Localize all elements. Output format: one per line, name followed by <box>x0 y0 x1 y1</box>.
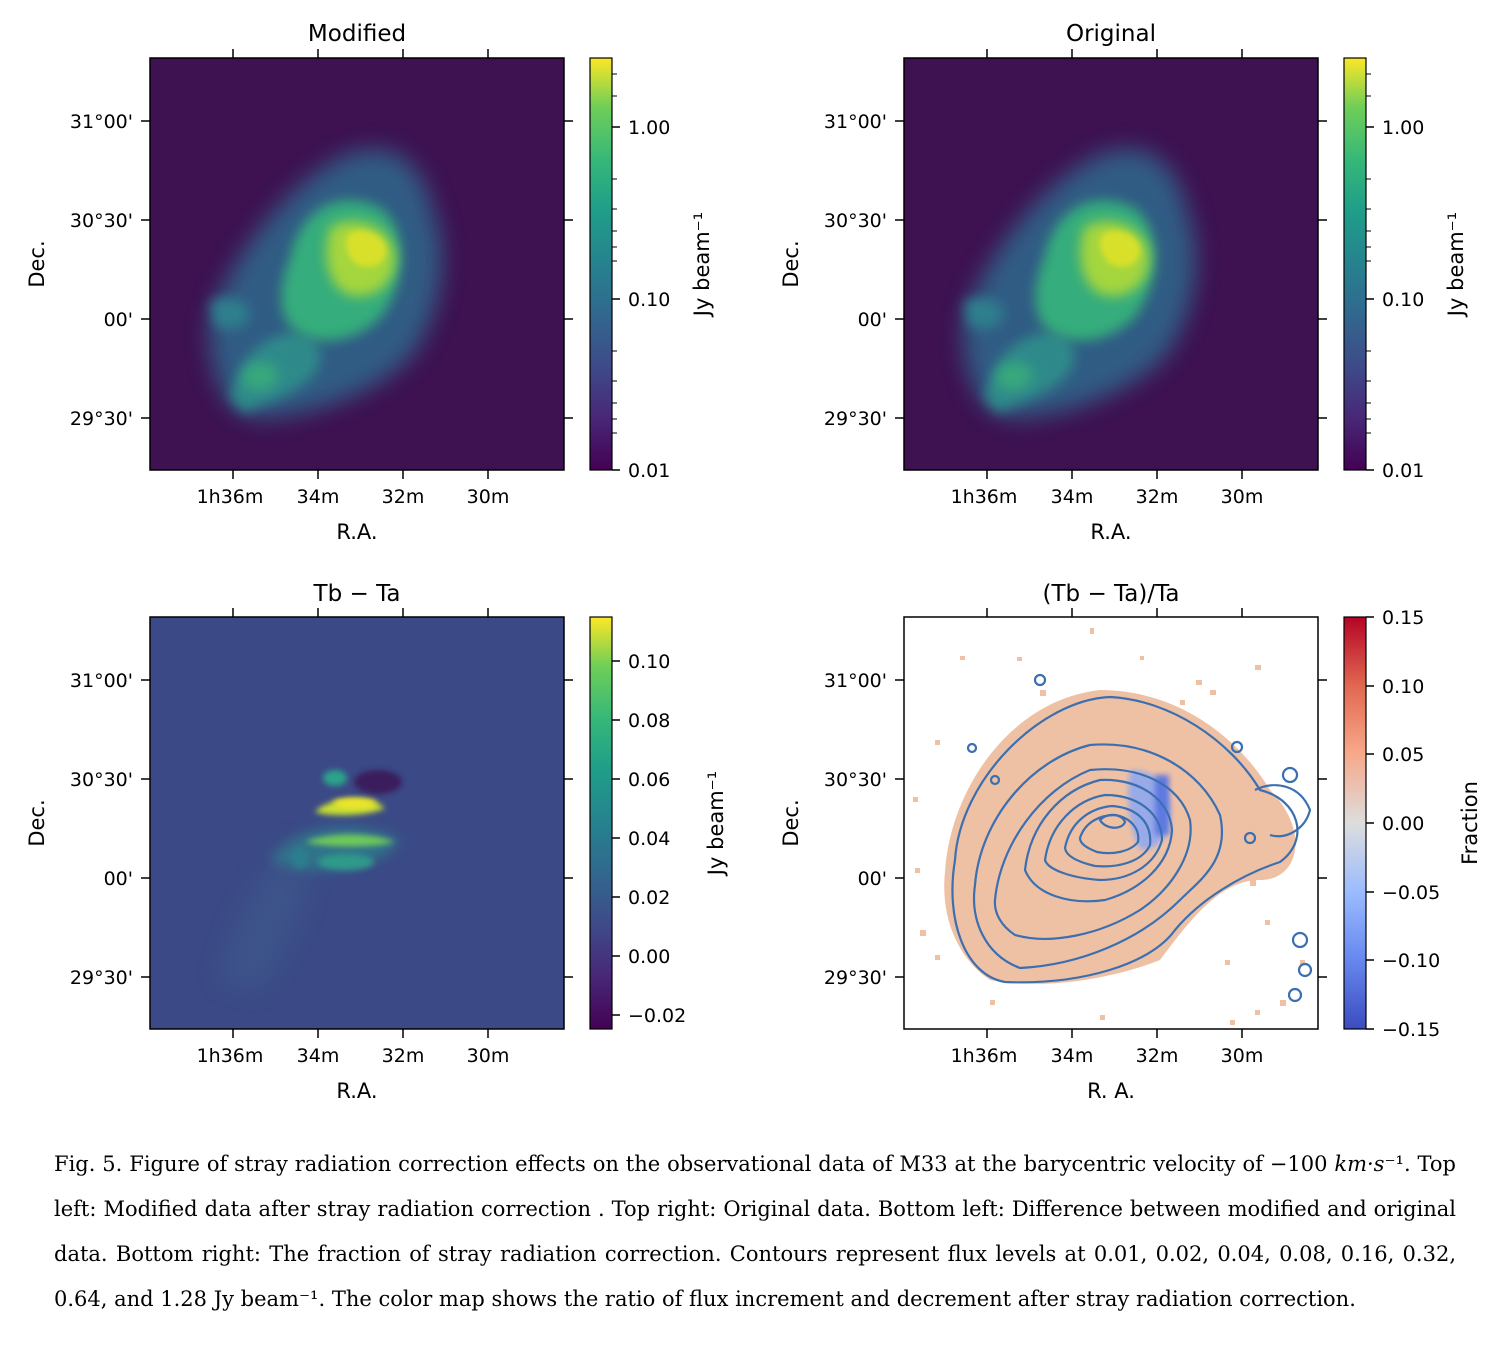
y-tick-label: 29°30' <box>70 408 133 430</box>
y-tick-label: 30°30' <box>824 769 887 791</box>
colorbar-label: Jy beam⁻¹ <box>1444 212 1468 318</box>
caption-text: Fig. 5. Figure of stray radiation correc… <box>54 1152 1335 1176</box>
y-tick-label: 00' <box>104 309 133 331</box>
colorbar-tick-label: 1.00 <box>628 117 670 139</box>
panel-difference: Tb − Ta 1h36m 34m 32m 30m 31°00' <box>25 581 728 1103</box>
panel-modified: Modified 1h36m 34m 32m 30m 31°00' 30°30'… <box>25 21 714 544</box>
caption-unit: km·s <box>1334 1152 1385 1176</box>
x-tick-label: 1h36m <box>197 1045 264 1067</box>
x-tick-label: 34m <box>297 1045 340 1067</box>
y-tick-label: 31°00' <box>70 670 133 692</box>
colorbar-tick-label: 0.01 <box>1382 460 1424 482</box>
colorbar-tick-label: 0.00 <box>1382 813 1424 835</box>
colorbar-label: Jy beam⁻¹ <box>704 771 728 877</box>
y-tick-labels: 31°00' 30°30' 00' 29°30' <box>70 111 133 430</box>
colorbar-tick-label: 0.02 <box>628 887 670 909</box>
y-tick-label: 29°30' <box>824 967 887 989</box>
y-axis-label: Dec. <box>25 799 49 846</box>
y-tick-label: 30°30' <box>70 210 133 232</box>
y-tick-label: 00' <box>858 309 887 331</box>
x-tick-label: 32m <box>1136 1045 1179 1067</box>
figure: Modified 1h36m 34m 32m 30m 31°00' 30°30'… <box>25 21 1482 1103</box>
panel-title: Original <box>1066 21 1156 47</box>
y-tick-label: 31°00' <box>824 670 887 692</box>
fraction-map <box>913 628 1313 1025</box>
y-tick-label: 30°30' <box>70 769 133 791</box>
colorbar-label: Jy beam⁻¹ <box>690 212 714 318</box>
x-tick-label: 30m <box>467 1045 510 1067</box>
x-tick-labels: 1h36m 34m 32m 30m <box>197 486 510 508</box>
x-tick-label: 34m <box>1051 486 1094 508</box>
colorbar-tick-label: 0.06 <box>628 769 670 791</box>
colorbar-label: Fraction <box>1458 781 1482 865</box>
y-tick-label: 29°30' <box>70 967 133 989</box>
panel-title: Modified <box>308 21 406 47</box>
x-axis-label: R.A. <box>336 1079 377 1103</box>
colorbar: 1.00 0.10 0.01 Jy beam⁻¹ <box>589 57 714 482</box>
y-tick-label: 00' <box>858 868 887 890</box>
x-tick-label: 30m <box>1221 1045 1264 1067</box>
panel-original: Original 1h36m 34m 32m 30m 31°00' 30°30'… <box>779 21 1468 544</box>
x-tick-label: 32m <box>382 1045 425 1067</box>
colorbar-tick-label: 0.10 <box>1382 289 1424 311</box>
x-tick-label: 1h36m <box>951 1045 1018 1067</box>
y-tick-label: 00' <box>104 868 133 890</box>
x-axis-label: R.A. <box>1090 520 1131 544</box>
y-tick-label: 31°00' <box>70 111 133 133</box>
panel-title: Tb − Ta <box>313 581 401 607</box>
colorbar: 0.10 0.08 0.06 0.04 0.02 0.00 −0.02 Jy b… <box>589 616 728 1030</box>
figure-caption: Fig. 5. Figure of stray radiation correc… <box>54 1142 1456 1322</box>
colorbar: 1.00 0.10 0.01 Jy beam⁻¹ <box>1343 57 1468 482</box>
colorbar-tick-label: 0.10 <box>1382 676 1424 698</box>
x-tick-label: 30m <box>1221 486 1264 508</box>
colorbar-tick-label: 0.00 <box>628 946 670 968</box>
colorbar: 0.15 0.10 0.05 0.00 −0.05 −0.10 −0.15 Fr… <box>1343 607 1482 1041</box>
x-tick-label: 34m <box>297 486 340 508</box>
colorbar-tick-label: −0.05 <box>1382 882 1440 904</box>
x-axis-label: R.A. <box>336 520 377 544</box>
colorbar-tick-label: 1.00 <box>1382 117 1424 139</box>
colorbar-tick-label: −0.10 <box>1382 950 1440 972</box>
x-axis-label: R. A. <box>1087 1079 1135 1103</box>
caption-text-continued: ⁻¹. Top left: Modified data after stray … <box>54 1152 1456 1311</box>
colorbar-tick-label: 0.10 <box>628 651 670 673</box>
y-tick-label: 29°30' <box>824 408 887 430</box>
colorbar-tick-label: −0.02 <box>628 1005 686 1027</box>
x-tick-label: 34m <box>1051 1045 1094 1067</box>
panel-fraction: (Tb − Ta)/Ta <box>779 581 1482 1103</box>
difference-map <box>220 770 402 990</box>
colorbar-tick-label: 0.10 <box>628 289 670 311</box>
y-axis-label: Dec. <box>779 799 803 846</box>
y-tick-label: 30°30' <box>824 210 887 232</box>
colorbar-tick-label: 0.08 <box>628 710 670 732</box>
x-tick-label: 1h36m <box>197 486 264 508</box>
x-tick-label: 32m <box>382 486 425 508</box>
colorbar-tick-label: 0.15 <box>1382 607 1424 629</box>
colorbar-tick-label: 0.01 <box>628 460 670 482</box>
x-tick-label: 1h36m <box>951 486 1018 508</box>
colorbar-tick-label: −0.15 <box>1382 1019 1440 1041</box>
y-tick-label: 31°00' <box>824 111 887 133</box>
x-tick-label: 30m <box>467 486 510 508</box>
y-axis-label: Dec. <box>25 240 49 287</box>
x-tick-label: 32m <box>1136 486 1179 508</box>
colorbar-tick-label: 0.05 <box>1382 744 1424 766</box>
image-background <box>150 617 564 1029</box>
panel-title: (Tb − Ta)/Ta <box>1043 581 1180 607</box>
y-axis-label: Dec. <box>779 240 803 287</box>
colorbar-tick-label: 0.04 <box>628 828 670 850</box>
